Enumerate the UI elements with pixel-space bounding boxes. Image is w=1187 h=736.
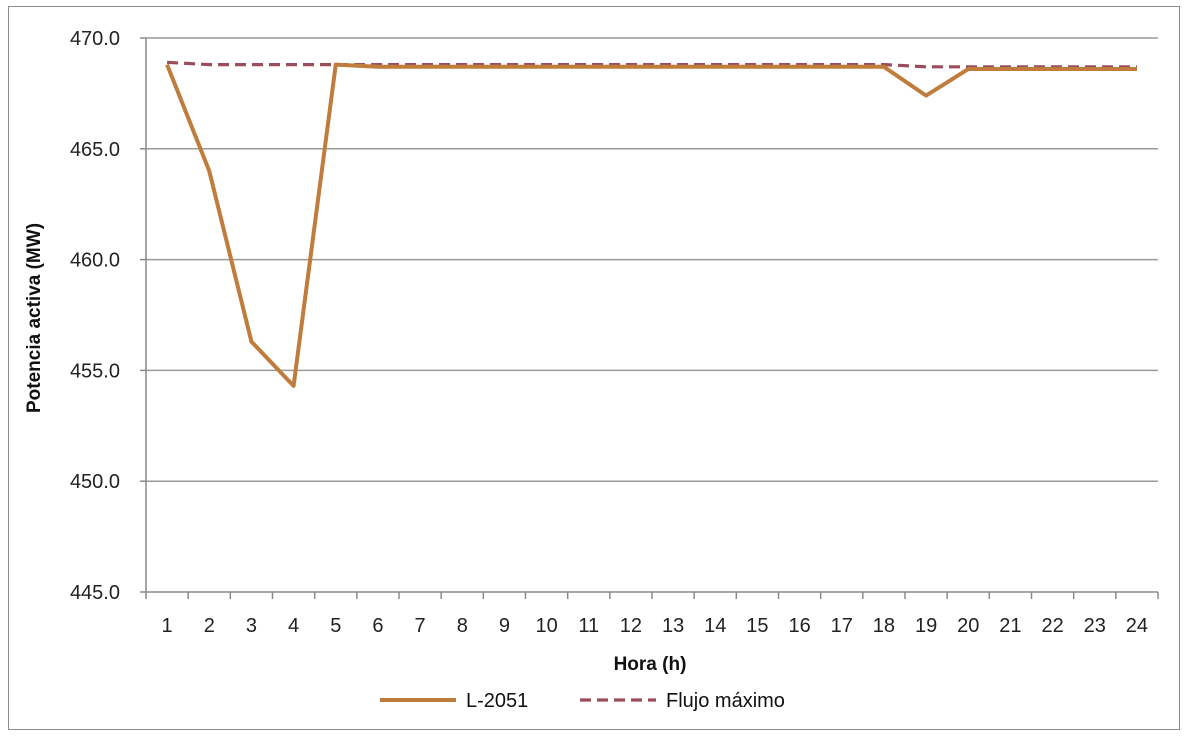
x-tick-label: 17 [831, 615, 853, 637]
series-line-flujo-m-ximo [166, 60, 1137, 69]
x-tick-label: 21 [999, 615, 1021, 637]
x-tick-label: 20 [957, 615, 979, 637]
chart-frame [8, 6, 1180, 730]
y-tick-label: 455.0 [70, 360, 120, 382]
x-tick-label: 14 [704, 615, 726, 637]
x-tick-label: 9 [499, 615, 510, 637]
x-tick-label: 22 [1041, 615, 1063, 637]
legend-label: L-2051 [466, 690, 528, 712]
series-lines [165, 60, 1137, 388]
legend-label: Flujo máximo [666, 690, 785, 712]
x-tick-label: 7 [415, 615, 426, 637]
x-tick-label: 11 [578, 615, 599, 637]
x-tick-label: 15 [746, 615, 768, 637]
x-tick-label: 4 [288, 615, 299, 637]
x-tick-label: 3 [246, 615, 257, 637]
x-tick-label: 1 [162, 615, 173, 637]
x-tick-label: 5 [330, 615, 341, 637]
y-tick-label: 470.0 [70, 28, 120, 50]
legend: L-2051 Flujo máximo [380, 690, 785, 712]
gridlines [140, 37, 1159, 599]
x-tick-label: 19 [915, 615, 937, 637]
y-tick-labels: 445.0 450.0 455.0 460.0 465.0 470.0 [70, 28, 120, 604]
x-tick-label: 24 [1126, 615, 1148, 637]
x-tick-label: 23 [1084, 615, 1106, 637]
x-tick-label: 2 [204, 615, 215, 637]
y-axis-title: Potencia activa (MW) [24, 223, 45, 413]
x-tick-labels: 1 2 3 4 5 6 7 8 9 10 11 12 13 14 15 16 17 18 19 20 21 22 23 24 [162, 615, 1149, 637]
x-tick-label: 13 [662, 615, 684, 637]
y-tick-label: 445.0 [70, 582, 120, 604]
y-tick-label: 465.0 [70, 139, 120, 161]
x-tick-label: 10 [535, 615, 557, 637]
x-axis-title: Hora (h) [614, 654, 687, 675]
series-line-l-2051 [165, 62, 1137, 388]
x-tick-label: 12 [620, 615, 642, 637]
y-tick-label: 460.0 [70, 250, 120, 272]
x-tick-label: 18 [873, 615, 895, 637]
y-tick-label: 450.0 [70, 471, 120, 493]
x-tick-label: 8 [457, 615, 468, 637]
x-tick-label: 6 [372, 615, 383, 637]
x-tick-label: 16 [788, 615, 810, 637]
